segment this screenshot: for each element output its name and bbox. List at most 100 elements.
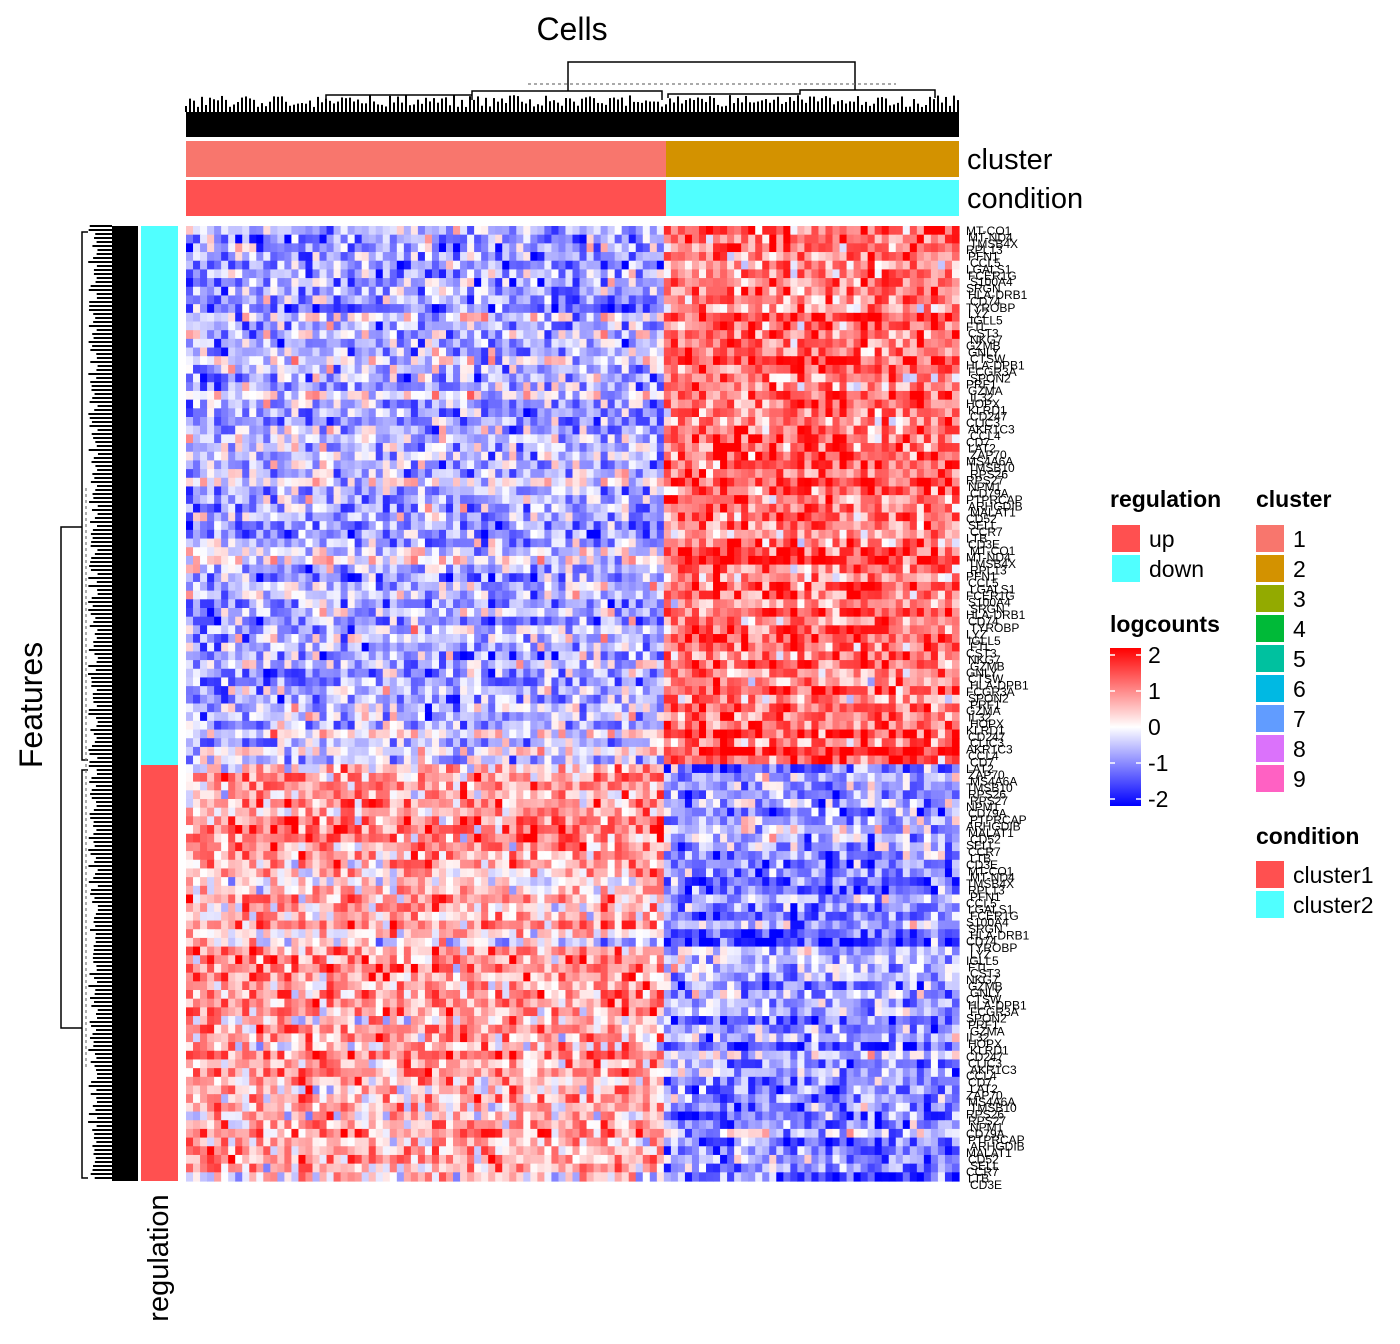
heatmap-cell (628, 373, 637, 383)
heatmap-cell (333, 382, 342, 392)
heatmap-cell (214, 356, 222, 366)
heatmap-cell (221, 495, 229, 505)
heatmap-cell (193, 356, 201, 366)
heatmap-cell (467, 521, 475, 531)
heatmap-cell (312, 581, 321, 592)
heatmap-cell (277, 547, 285, 557)
heatmap-cell (396, 252, 405, 262)
heatmap-cell (368, 417, 377, 427)
heatmap-cell (860, 503, 869, 514)
heatmap-cell (228, 460, 236, 470)
heatmap-cell (389, 321, 398, 331)
heatmap-cell (818, 451, 827, 462)
heatmap-cell (874, 356, 883, 366)
heatmap-cell (867, 443, 876, 453)
heatmap-cell (488, 269, 496, 279)
heatmap-cell (783, 226, 791, 236)
heatmap-cell (741, 495, 749, 505)
heatmap-cell (340, 564, 349, 574)
heatmap-cell (734, 356, 742, 366)
heatmap-cell (670, 338, 679, 349)
heatmap-cell (621, 278, 630, 288)
heatmap-cell (783, 321, 791, 331)
heatmap-cell (298, 399, 307, 409)
heatmap-cell (263, 469, 271, 479)
heatmap-cell (523, 338, 531, 349)
heatmap-cell (670, 330, 679, 340)
heatmap-cell (635, 269, 644, 279)
heatmap-cell (263, 252, 271, 262)
heatmap-cell (460, 486, 468, 496)
heatmap-cell (467, 417, 475, 427)
heatmap-cell (305, 338, 314, 349)
heatmap-cell (860, 451, 869, 462)
heatmap-cell (228, 495, 236, 505)
heatmap-cell (937, 547, 946, 557)
heatmap-cell (663, 547, 672, 557)
heatmap-cell (888, 243, 897, 253)
heatmap-cell (902, 321, 911, 331)
heatmap-cell (417, 443, 426, 453)
heatmap-cell (186, 425, 194, 435)
heatmap-cell (691, 304, 700, 314)
heatmap-cell (888, 286, 897, 297)
heatmap-cell (720, 495, 728, 505)
heatmap-cell (488, 330, 496, 340)
heatmap-cell (769, 260, 777, 271)
heatmap-cell (614, 521, 623, 531)
heatmap-cell (558, 347, 567, 357)
heatmap-cell (530, 252, 538, 262)
heatmap-cell (600, 356, 609, 366)
heatmap-cell (270, 547, 278, 557)
heatmap-cell (312, 364, 321, 375)
heatmap-cell (228, 529, 236, 540)
heatmap-cell (193, 529, 201, 540)
heatmap-cell (656, 564, 665, 574)
heatmap-cell (305, 581, 314, 592)
heatmap-cell (635, 278, 644, 288)
heatmap-cell (818, 538, 827, 548)
heatmap-cell (502, 555, 510, 566)
heatmap-cell (333, 234, 342, 244)
heatmap-cell (312, 469, 321, 479)
heatmap-cell (628, 347, 637, 357)
heatmap-cell (684, 347, 693, 357)
heatmap-cell (544, 399, 553, 409)
heatmap-cell (895, 278, 904, 288)
heatmap-cell (748, 382, 756, 392)
heatmap-cell (396, 469, 405, 479)
heatmap-cell (846, 399, 855, 409)
heatmap-cell (888, 390, 897, 401)
heatmap-cell (670, 564, 679, 574)
heatmap-cell (319, 538, 328, 548)
heatmap-cell (713, 486, 721, 496)
heatmap-cell (403, 564, 412, 574)
heatmap-cell (867, 321, 876, 331)
heatmap-cell (825, 547, 834, 557)
heatmap-cell (670, 356, 679, 366)
heatmap-cell (811, 330, 820, 340)
heatmap-cell (551, 338, 560, 349)
heatmap-cell (446, 243, 454, 253)
heatmap-cell (453, 451, 461, 462)
heatmap-cell (621, 347, 630, 357)
heatmap-cell (642, 330, 651, 340)
heatmap-cell (312, 451, 321, 462)
heatmap-cell (403, 477, 412, 488)
heatmap-cell (460, 408, 468, 418)
heatmap-cell (741, 460, 749, 470)
heatmap-cell (502, 503, 510, 514)
heatmap-cell (783, 469, 791, 479)
heatmap-cell (797, 321, 805, 331)
heatmap-cell (375, 503, 384, 514)
heatmap-cell (361, 417, 370, 427)
heatmap-cell (663, 477, 672, 488)
heatmap-cell (565, 260, 574, 271)
heatmap-cell (354, 547, 363, 557)
heatmap-cell (713, 564, 721, 574)
heatmap-cell (565, 278, 574, 288)
heatmap-cell (902, 312, 911, 323)
heatmap-cell (734, 399, 742, 409)
heatmap-cell (502, 417, 510, 427)
heatmap-cell (446, 286, 454, 297)
